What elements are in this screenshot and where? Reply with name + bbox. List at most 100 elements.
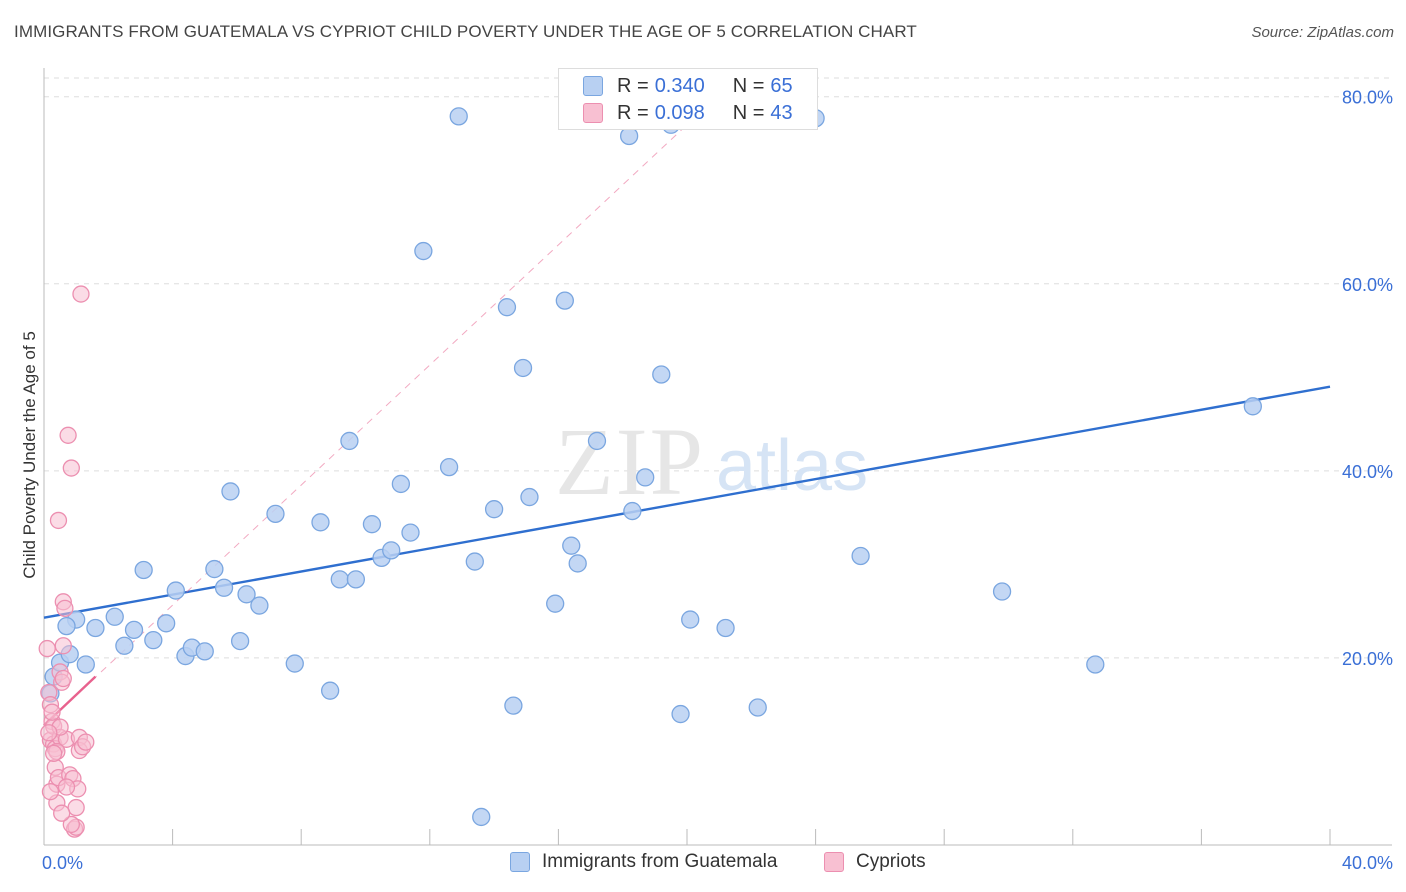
point-cypriots	[44, 744, 63, 762]
point-guatemala	[465, 552, 484, 571]
watermark-zip: ZIP	[555, 408, 705, 515]
trendline-cypriots-extended	[43, 124, 688, 726]
point-cypriots	[77, 733, 95, 751]
legend-row-guatemala: R = 0.340 N = 65	[583, 73, 793, 99]
legend-label-guatemala: Immigrants from Guatemala	[542, 851, 778, 872]
point-guatemala	[623, 501, 642, 521]
legend-r-label: R =	[617, 101, 649, 124]
chart-source: Source: ZipAtlas.com	[1251, 24, 1394, 41]
axes	[43, 68, 1392, 846]
point-cypriots	[59, 426, 77, 444]
point-guatemala	[311, 513, 330, 532]
point-cypriots	[67, 798, 85, 817]
point-guatemala	[330, 570, 349, 589]
legend-n-label: N =	[732, 74, 765, 97]
point-guatemala	[636, 468, 655, 487]
legend-r-label: R =	[617, 74, 649, 97]
x-tick-label: 40.0%	[1342, 853, 1393, 873]
point-guatemala	[484, 500, 504, 519]
legend-n-value: 65	[770, 74, 793, 97]
y-tick-label: 40.0%	[1342, 462, 1393, 482]
point-guatemala	[748, 698, 767, 717]
point-guatemala	[221, 482, 240, 501]
point-guatemala	[568, 554, 587, 573]
chart-title: IMMIGRANTS FROM GUATEMALA VS CYPRIOT CHI…	[14, 22, 917, 41]
point-guatemala	[562, 536, 581, 555]
point-guatemala	[382, 541, 401, 560]
point-cypriots	[41, 783, 60, 801]
legend-swatch-pink	[824, 852, 844, 872]
x-tick-label: 0.0%	[42, 853, 83, 873]
point-guatemala	[134, 560, 153, 580]
point-cypriots	[57, 778, 76, 796]
point-cypriots	[43, 703, 61, 721]
point-guatemala	[513, 358, 533, 378]
point-cypriots	[53, 804, 71, 822]
point-guatemala	[144, 631, 163, 650]
point-guatemala	[320, 681, 340, 700]
data-points	[38, 107, 1262, 838]
point-guatemala	[205, 559, 224, 579]
point-guatemala	[555, 291, 574, 310]
point-guatemala	[237, 585, 256, 604]
point-guatemala	[587, 431, 607, 451]
y-tick-label: 60.0%	[1342, 275, 1393, 295]
stats-legend: R = 0.340 N = 65 R = 0.098 N = 43	[558, 68, 818, 130]
legend-r-value: 0.098	[654, 101, 705, 124]
legend-item-cypriots: Cypriots	[824, 851, 926, 873]
point-guatemala	[414, 241, 433, 261]
point-guatemala	[76, 655, 95, 674]
point-guatemala	[681, 610, 700, 629]
point-cypriots	[38, 639, 56, 658]
point-guatemala	[391, 474, 411, 494]
point-guatemala	[449, 107, 468, 126]
grid-lines	[44, 77, 1392, 659]
point-guatemala	[105, 607, 124, 626]
point-guatemala	[1243, 397, 1262, 416]
trendline-guatemala	[43, 385, 1331, 619]
point-guatemala	[230, 631, 250, 651]
point-guatemala	[439, 457, 459, 477]
legend-item-guatemala: Immigrants from Guatemala	[510, 851, 777, 873]
point-cypriots	[54, 637, 72, 655]
series-legend: Immigrants from Guatemala Cypriots	[0, 851, 1406, 879]
legend-n-label: N =	[732, 101, 765, 124]
point-guatemala	[166, 581, 185, 600]
point-guatemala	[652, 365, 671, 384]
point-guatemala	[546, 594, 565, 613]
point-guatemala	[285, 654, 304, 673]
point-cypriots	[56, 599, 74, 618]
point-guatemala	[266, 504, 285, 524]
point-guatemala	[504, 696, 523, 715]
point-guatemala	[57, 616, 76, 636]
point-guatemala	[671, 704, 690, 724]
y-tick-label: 80.0%	[1342, 88, 1393, 108]
point-guatemala	[124, 620, 144, 640]
point-cypriots	[62, 459, 80, 477]
point-guatemala	[401, 523, 420, 542]
legend-row-cypriots: R = 0.098 N = 43	[583, 100, 793, 126]
point-guatemala	[992, 582, 1012, 601]
point-guatemala	[520, 487, 539, 507]
point-guatemala	[851, 546, 870, 566]
point-guatemala	[340, 431, 359, 451]
watermark: ZIP atlas	[555, 408, 868, 515]
legend-n-value: 43	[770, 101, 793, 124]
legend-r-value: 0.340	[654, 74, 705, 97]
point-guatemala	[250, 596, 269, 615]
point-guatemala	[619, 126, 639, 146]
point-guatemala	[1086, 655, 1105, 674]
point-guatemala	[362, 515, 382, 534]
legend-swatch-blue	[583, 76, 603, 96]
point-guatemala	[497, 298, 517, 317]
point-guatemala	[195, 642, 214, 661]
point-cypriots	[72, 285, 90, 303]
point-guatemala	[115, 636, 134, 655]
point-cypriots	[62, 815, 80, 834]
point-guatemala	[716, 618, 735, 638]
y-axis-label: Child Poverty Under the Age of 5	[20, 331, 39, 579]
point-cypriots	[54, 669, 72, 688]
legend-swatch-blue	[510, 852, 530, 872]
point-guatemala	[346, 570, 366, 589]
